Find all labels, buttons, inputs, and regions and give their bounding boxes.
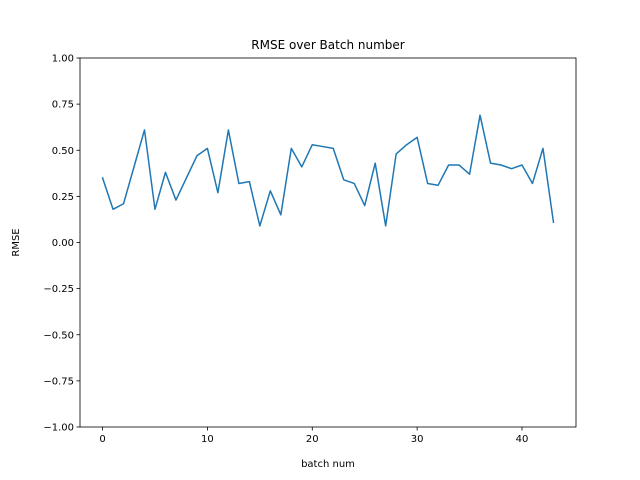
series-layer [101, 114, 555, 227]
x-tick-label: 0 [99, 434, 105, 445]
y-tick-label: 0.75 [52, 100, 74, 111]
x-axis: 0 10 20 30 40 [99, 427, 528, 445]
x-tick-label: 20 [306, 434, 319, 445]
chart-title: RMSE over Batch number [251, 38, 404, 52]
y-tick-label: 1.00 [52, 54, 74, 65]
y-tick-label: 0.50 [52, 146, 74, 157]
y-tick-label: −0.50 [43, 330, 74, 341]
y-axis-label: RMSE [11, 228, 22, 256]
x-tick-label: 30 [411, 434, 424, 445]
y-axis: −1.00 −0.75 −0.50 −0.25 0.00 0.25 0.50 0.75 1.00 [43, 54, 80, 434]
y-tick-label: −0.75 [43, 376, 74, 387]
y-tick-label: −0.25 [43, 284, 74, 295]
rmse-series-line [101, 114, 555, 227]
y-tick-label: 0.00 [52, 238, 74, 249]
x-tick-label: 10 [201, 434, 214, 445]
x-tick-label: 40 [516, 434, 529, 445]
y-tick-label: 0.25 [52, 192, 74, 203]
plot-frame [79, 57, 577, 428]
x-axis-label: batch num [301, 459, 355, 470]
y-tick-label: −1.00 [43, 423, 74, 434]
